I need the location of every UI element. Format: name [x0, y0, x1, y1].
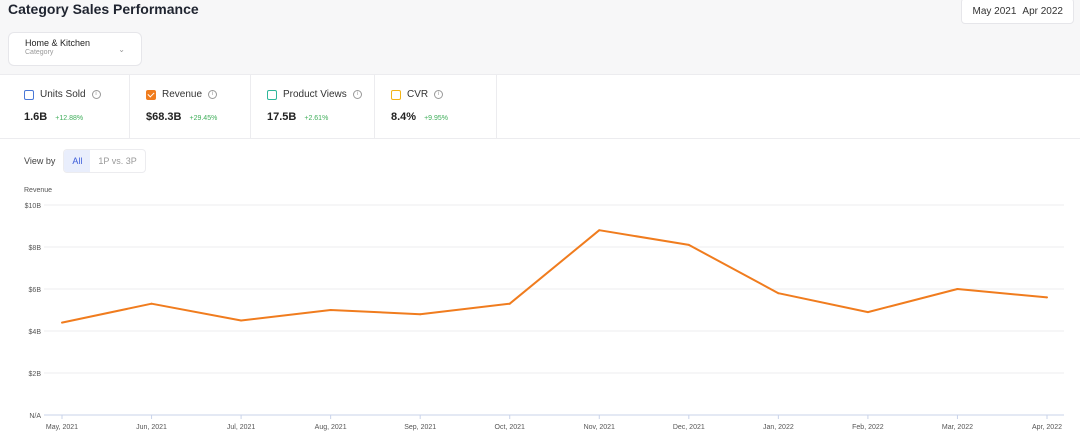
revenue-series-line	[61, 229, 1048, 324]
metric-change: +9.95%	[424, 115, 449, 122]
data-point	[687, 243, 690, 246]
checkbox-revenue[interactable]	[146, 89, 156, 100]
metric-label: Revenue	[162, 89, 203, 100]
data-point	[240, 319, 243, 322]
checkbox-cvr[interactable]	[391, 89, 401, 100]
data-point	[329, 309, 332, 311]
view-by-control: View by All 1P vs. 3P	[24, 149, 146, 173]
revenue-line-chart: Revenue N/A $2B $4B $6B $8B $10B May, 2021 Jun, …	[24, 187, 1064, 431]
metric-value: 1.6B	[24, 111, 48, 123]
data-point	[956, 288, 959, 290]
metric-label: CVR	[407, 89, 429, 100]
info-icon[interactable]: i	[352, 90, 362, 99]
page-title: Category Sales Performance	[8, 1, 199, 17]
x-tick-label: Nov, 2021	[584, 424, 615, 431]
view-by-label: View by	[24, 156, 56, 166]
info-icon[interactable]: i	[208, 90, 218, 99]
metric-cvr[interactable]: CVR i 8.4% +9.95%	[375, 75, 497, 139]
data-point	[61, 321, 63, 324]
y-tick-label: $10B	[25, 203, 42, 210]
x-tick-label: Apr, 2022	[1032, 424, 1062, 431]
metric-label: Units Sold	[40, 89, 86, 100]
x-tick-label: Aug, 2021	[315, 424, 347, 431]
data-point	[419, 313, 422, 316]
metric-units-sold[interactable]: Units Sold i 1.6B +12.88%	[0, 75, 130, 139]
y-tick-label: $8B	[29, 245, 42, 252]
view-by-toggle: All 1P vs. 3P	[63, 149, 146, 173]
data-point	[1046, 296, 1048, 299]
category-dropdown[interactable]: Home & Kitchen Category ⌄	[8, 32, 142, 66]
y-tick-label: $2B	[29, 371, 42, 378]
info-icon[interactable]: i	[434, 90, 444, 99]
date-from: May 2021	[972, 5, 1017, 17]
x-tick-label: May, 2021	[46, 424, 78, 431]
date-to: Apr 2022	[1022, 5, 1063, 17]
y-tick-label: $4B	[29, 329, 42, 336]
date-range-picker[interactable]: May 2021 Apr 2022	[961, 0, 1074, 24]
metric-change: +29.45%	[189, 115, 218, 122]
metric-change: +2.61%	[304, 115, 329, 122]
x-tick-label: Jun, 2021	[136, 424, 167, 431]
metric-change: +12.88%	[55, 115, 84, 122]
metric-product-views[interactable]: Product Views i 17.5B +2.61%	[251, 75, 375, 139]
data-point	[866, 311, 869, 314]
metric-value: 8.4%	[391, 111, 417, 123]
data-point	[150, 302, 153, 305]
x-tick-label: Oct, 2021	[495, 424, 525, 431]
chevron-down-icon: ⌄	[118, 45, 125, 54]
view-by-option-1p-3p[interactable]: 1P vs. 3P	[98, 156, 137, 166]
category-label: Category	[25, 49, 54, 56]
y-tick-label: N/A	[29, 413, 41, 420]
metric-value: $68.3B	[146, 111, 182, 123]
checkbox-product-views[interactable]	[267, 89, 277, 100]
y-axis-title: Revenue	[24, 187, 52, 194]
y-tick-label: $6B	[29, 287, 42, 294]
data-point	[777, 292, 780, 295]
x-tick-label: Feb, 2022	[852, 424, 884, 431]
info-icon[interactable]: i	[91, 90, 101, 99]
data-point	[508, 302, 511, 305]
metric-value: 17.5B	[267, 111, 297, 123]
checkbox-units-sold[interactable]	[24, 89, 34, 100]
x-tick-label: Jan, 2022	[763, 424, 794, 431]
data-point	[598, 229, 601, 232]
metrics-row: Units Sold i 1.6B +12.88% Revenue i $68.…	[0, 75, 1080, 139]
metric-label: Product Views	[283, 89, 347, 100]
x-tick-label: Sep, 2021	[404, 424, 436, 431]
performance-card: Units Sold i 1.6B +12.88% Revenue i $68.…	[0, 74, 1080, 442]
x-tick-label: Mar, 2022	[942, 424, 973, 431]
view-by-option-all[interactable]: All	[64, 150, 91, 172]
x-tick-label: Dec, 2021	[673, 424, 705, 431]
metric-revenue[interactable]: Revenue i $68.3B +29.45%	[130, 75, 251, 139]
x-tick-label: Jul, 2021	[227, 424, 256, 431]
category-value: Home & Kitchen	[25, 38, 91, 48]
